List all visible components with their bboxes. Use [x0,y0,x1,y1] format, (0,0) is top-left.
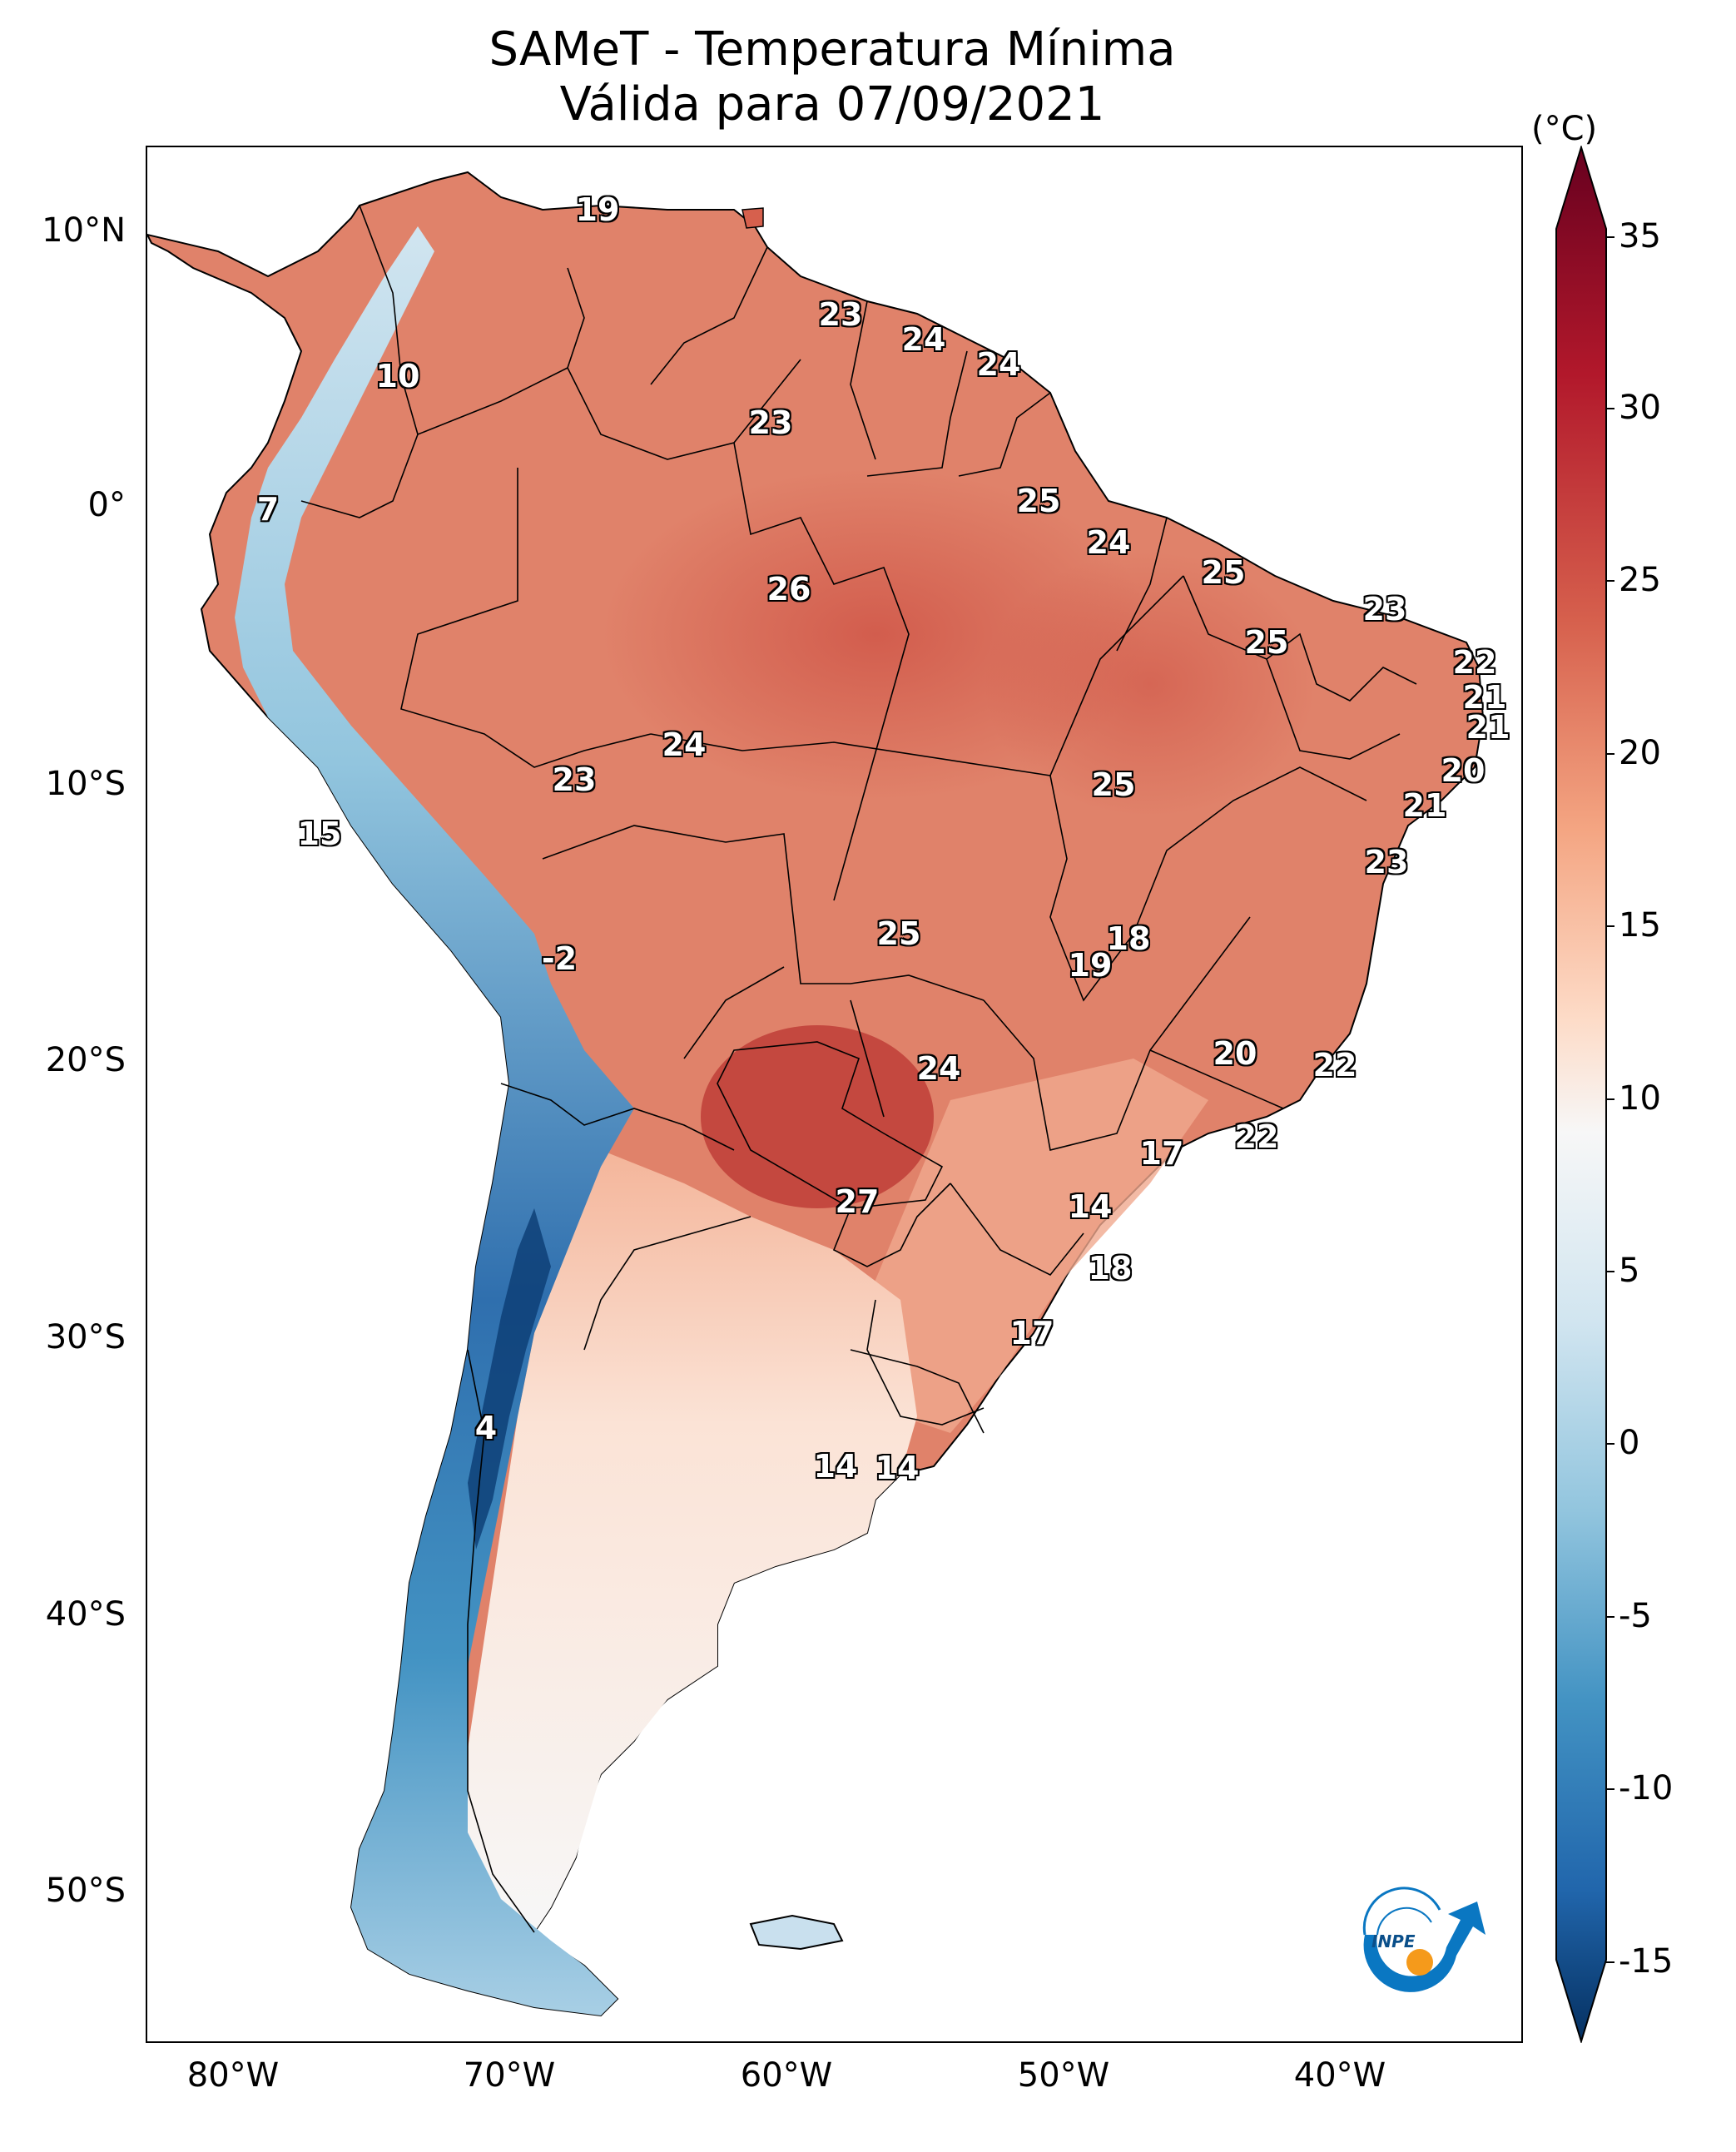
temp-label: 21 [1462,679,1507,716]
inpe-logo: INPE [1362,1887,1486,1992]
map-panel [146,146,1523,2043]
temp-label: 23 [748,404,793,441]
logo-text: INPE [1371,1931,1416,1951]
temp-label: 24 [1086,524,1131,561]
lat-label-30s: 30°S [45,1318,126,1356]
temp-label: 14 [813,1448,858,1485]
andes-cold-zone [235,226,634,2016]
chaco-hot-zone [701,1025,934,1208]
lat-label-50s: 50°S [45,1872,126,1910]
colorbar [1555,146,1614,2043]
temp-label: 27 [835,1183,880,1220]
colorbar-label-35: 35 [1619,217,1661,255]
temp-label: 22 [1312,1047,1357,1083]
temp-label: 17 [1139,1135,1184,1172]
lat-label-40s: 40°S [45,1595,126,1634]
temp-label: 20 [1213,1035,1257,1072]
lon-label-80w: 80°W [186,2056,280,2095]
temp-label: 10 [375,358,420,394]
colorbar-label-5: 5 [1619,1252,1640,1290]
andes-coldest-ridge [468,1208,551,1550]
colorbar-label-0: 0 [1619,1424,1640,1462]
temp-label: 23 [1362,591,1407,627]
temperature-map [147,171,1485,2017]
temp-label: 14 [875,1450,920,1486]
colorbar-ticks [1606,236,1614,1963]
temp-label: 25 [876,915,921,952]
temp-label: 14 [1068,1188,1113,1225]
temp-label: 22 [1452,644,1497,681]
temp-label: 17 [1009,1315,1054,1351]
lon-label-40w: 40°W [1293,2056,1386,2095]
colorbar-label-10: 10 [1619,1079,1661,1118]
temp-label: 24 [916,1050,961,1087]
colorbar-ramp [1555,146,1607,2043]
temp-label: 20 [1441,752,1486,789]
colorbar-label-15: 15 [1619,906,1661,945]
colorbar-label-30: 30 [1619,389,1661,427]
temp-label: 21 [1402,787,1447,824]
lon-label-50w: 50°W [1017,2056,1110,2095]
caribbean-islands [742,207,764,229]
temp-label: 25 [1201,554,1246,591]
falkland-islands [749,1914,844,1951]
lat-label-0: 0° [87,486,126,524]
temp-label: 25 [1244,624,1289,661]
southern-cone-zone [468,1150,917,1932]
lon-label-70w: 70°W [463,2056,556,2095]
map-title: SAMeT - Temperatura Mínima [489,22,1176,77]
temp-label: 24 [901,321,946,358]
temp-label: 15 [297,816,342,852]
temp-label: 24 [662,726,707,763]
temp-label: 7 [256,491,280,528]
colorbar-label-20: 20 [1619,734,1661,772]
political-boundaries [300,205,1417,1933]
temp-label: 25 [1016,483,1061,519]
colorbar-label-minus15: -15 [1619,1942,1674,1981]
map-subtitle: Válida para 07/09/2021 [559,77,1105,131]
colorbar-label-minus10: -10 [1619,1769,1674,1807]
temp-label: 23 [552,761,597,798]
temp-label: 24 [976,346,1021,383]
temp-label: 19 [1068,947,1113,984]
lat-label-20s: 20°S [45,1041,126,1079]
lat-label-10n: 10°N [42,211,126,250]
temp-label: 19 [575,191,620,228]
lat-label-10s: 10°S [45,765,126,803]
colorbar-label-25: 25 [1619,561,1661,599]
temp-label: 22 [1234,1118,1279,1155]
temp-label: 25 [1091,766,1136,803]
temp-label: 18 [1088,1250,1133,1287]
temp-label: 26 [766,571,811,607]
temp-label: 18 [1106,920,1151,957]
temp-label: -2 [541,940,578,977]
north-warm-zone [984,551,1317,817]
southeast-mild-zone [867,1059,1208,1433]
colorbar-unit: (°C) [1531,110,1598,148]
temp-label: 4 [474,1410,498,1446]
temp-label: 23 [1364,844,1409,880]
temp-label: 21 [1466,709,1510,746]
temp-label: 23 [818,296,863,333]
colorbar-label-minus5: -5 [1619,1597,1652,1635]
lon-label-60w: 60°W [740,2056,833,2095]
